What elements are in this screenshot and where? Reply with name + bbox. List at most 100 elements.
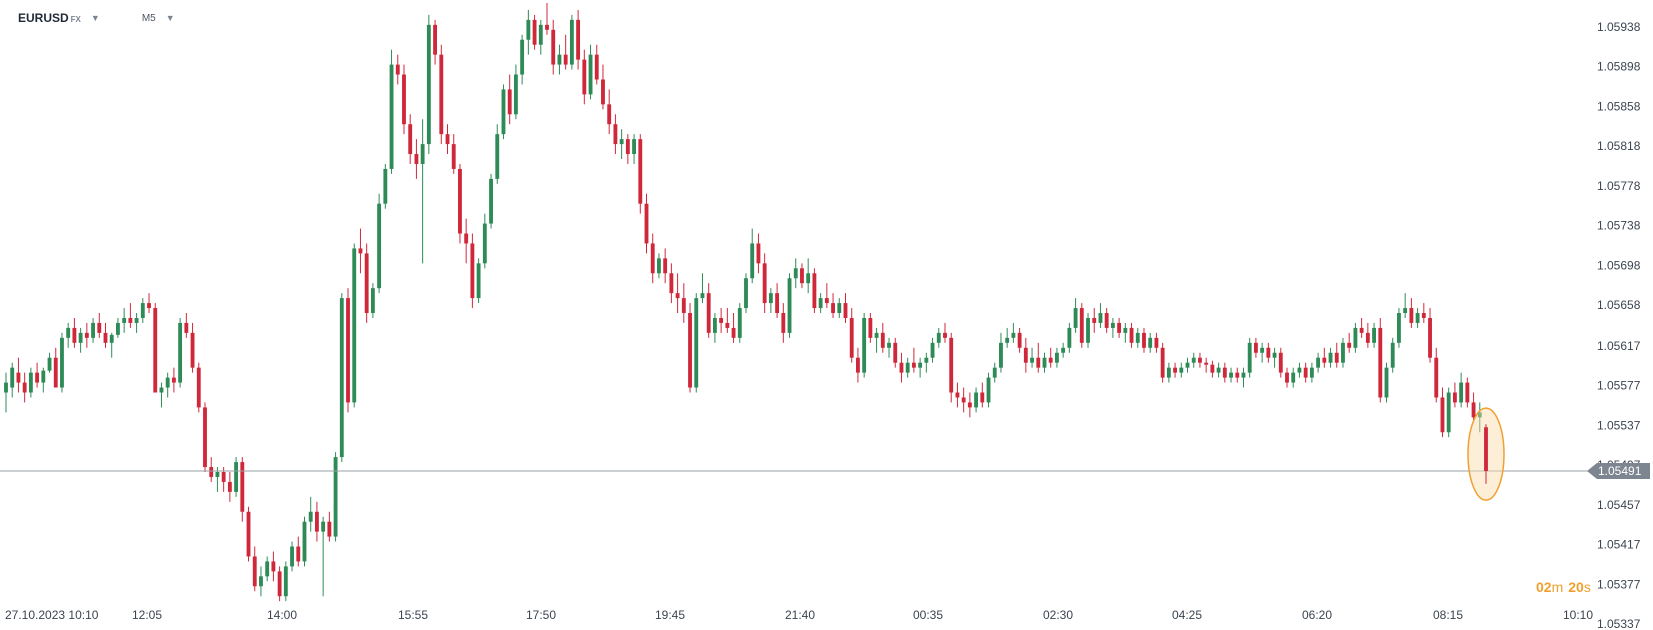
price-tick-label: 1.05658 — [1597, 298, 1641, 312]
caret-down-icon[interactable]: ▼ — [90, 13, 100, 23]
candle-body — [787, 278, 792, 333]
candle-body — [227, 481, 232, 492]
candle — [657, 253, 661, 279]
candle — [1452, 382, 1457, 408]
candle-body — [1446, 392, 1451, 433]
candle-body — [719, 317, 724, 323]
candle — [750, 228, 755, 284]
candle-body — [302, 521, 307, 562]
candle-body — [221, 472, 226, 482]
candle-body — [1142, 332, 1146, 348]
chart-toolbar: EURUSD FX ▼ M5 ▼ — [18, 8, 175, 28]
candle-body — [1079, 308, 1084, 343]
symbol-selector[interactable]: EURUSD FX — [18, 11, 81, 25]
candle — [1098, 303, 1103, 328]
candle-body — [78, 332, 83, 343]
candle — [831, 293, 835, 318]
candle — [439, 44, 444, 145]
candle-body — [377, 203, 382, 289]
candle — [893, 337, 898, 368]
candle-body — [290, 546, 294, 567]
candle-body — [296, 546, 301, 562]
caret-down-icon[interactable]: ▼ — [165, 13, 175, 23]
candle-body — [1465, 382, 1470, 403]
candle — [1285, 367, 1289, 388]
candle — [737, 303, 742, 343]
candle — [97, 313, 102, 338]
candle-body — [1440, 397, 1445, 433]
candle-body — [321, 521, 326, 532]
time-tick-label: 10:10 — [1563, 608, 1593, 622]
time-tick-label: 12:05 — [132, 608, 162, 622]
candle — [1036, 342, 1041, 373]
candle — [364, 243, 369, 323]
candle — [999, 332, 1003, 373]
candle-body — [563, 54, 568, 65]
candle-body — [744, 278, 748, 309]
candle-body — [240, 462, 245, 512]
candle — [768, 288, 773, 314]
candle-body — [893, 342, 898, 363]
candle-body — [1397, 313, 1401, 343]
candle — [613, 114, 618, 155]
candle-body — [134, 317, 139, 323]
candle-body — [569, 19, 574, 65]
time-axis[interactable]: 27.10.2023 10:10 12:05 14:00 15:55 17:50 19:4… — [5, 608, 1593, 622]
candle — [116, 317, 120, 338]
candle — [470, 233, 475, 309]
candle-countdown: 02m 20s — [1536, 579, 1591, 595]
time-tick-label: 08:15 — [1433, 608, 1463, 622]
candle — [1154, 332, 1159, 353]
candle-body — [762, 263, 767, 304]
price-tick-label: 1.05898 — [1597, 60, 1641, 74]
candle-body — [103, 332, 108, 343]
candle — [277, 566, 282, 602]
price-tick-label: 1.05417 — [1597, 538, 1641, 552]
candle-body — [271, 561, 276, 572]
candle-body — [1403, 308, 1408, 314]
candle-body — [986, 377, 991, 403]
candle-body — [265, 561, 270, 577]
candle-body — [333, 457, 338, 537]
candle-body — [41, 370, 46, 383]
candle-body — [408, 124, 413, 155]
price-tick-label: 1.05858 — [1597, 99, 1641, 113]
candle-body — [1378, 327, 1383, 398]
candle-body — [501, 89, 506, 135]
time-tick-label: 00:35 — [913, 608, 943, 622]
candle — [420, 119, 425, 264]
price-axis[interactable]: 1.05938 1.05898 1.05858 1.05818 1.05778 1.057… — [1597, 20, 1641, 630]
candle — [140, 298, 145, 323]
candle-body — [806, 273, 811, 284]
candle-body — [607, 104, 612, 125]
candle — [1415, 308, 1420, 328]
candle — [1210, 360, 1215, 378]
candle-body — [967, 402, 972, 408]
candle-body — [999, 342, 1003, 368]
candle — [974, 387, 979, 413]
candle — [520, 34, 525, 85]
candle — [1123, 322, 1128, 343]
candle-body — [364, 253, 369, 314]
candle — [526, 9, 531, 55]
candle-body — [277, 571, 282, 597]
candle — [1403, 293, 1408, 318]
candle — [171, 367, 176, 393]
candle — [551, 19, 556, 75]
candle — [1092, 308, 1097, 333]
candle — [1054, 347, 1059, 368]
candle — [1434, 347, 1439, 403]
time-tick-label: 27.10.2023 10:10 — [5, 608, 99, 622]
candle-body — [147, 303, 151, 309]
candle-body — [992, 367, 997, 378]
timeframe-selector[interactable]: M5 — [141, 12, 156, 24]
candle — [1110, 317, 1115, 338]
candle — [395, 54, 400, 85]
candle — [109, 332, 114, 358]
candle-body — [1011, 332, 1016, 338]
candle — [874, 327, 879, 353]
candle — [227, 472, 232, 502]
candle — [638, 134, 643, 214]
candle-body — [601, 79, 605, 105]
